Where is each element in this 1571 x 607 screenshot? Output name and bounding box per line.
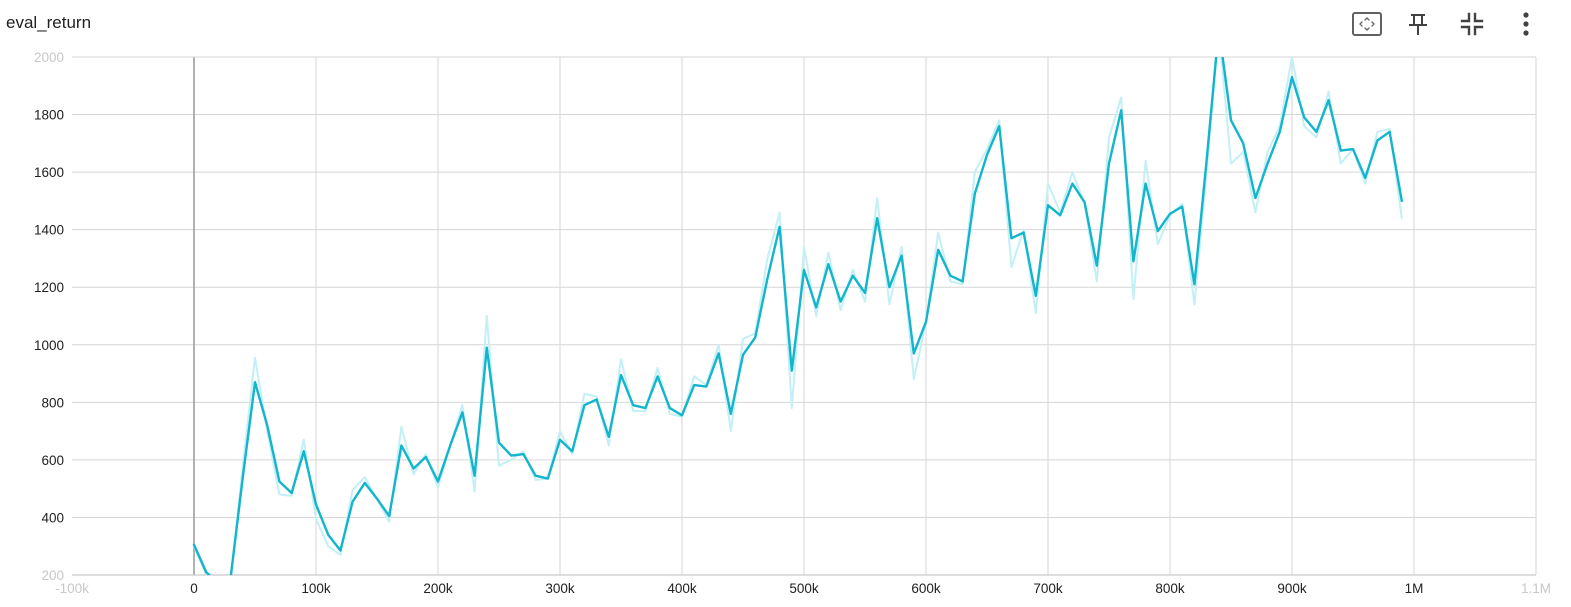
fit-domain-icon [1352,12,1382,36]
x-tick-label: 1M [1405,581,1424,596]
more-vert-icon [1523,12,1529,36]
x-tick-label: 0 [190,581,198,596]
x-tick-label: 400k [667,581,697,596]
raw-series-line [193,57,1403,575]
x-tick-label: 500k [789,581,819,596]
pin-button[interactable] [1402,8,1434,40]
more-options-button[interactable] [1510,8,1542,40]
x-tick-label: -100k [55,581,89,596]
y-tick-label: 1400 [34,223,64,238]
collapse-button[interactable] [1456,8,1488,40]
x-tick-label: 100k [301,581,331,596]
y-tick-label: 800 [41,395,64,410]
x-tick-label: 200k [423,581,453,596]
tick-labels: 200 400 600 800 1000 1200 1400 1600 1800 2000 -100… [34,50,1551,596]
series-area [192,57,1404,575]
y-tick-label: 1600 [34,165,64,180]
x-tick-label: 700k [1033,581,1063,596]
y-tick-label: 600 [41,453,64,468]
x-tick-label: 300k [545,581,575,596]
pin-icon [1409,14,1427,35]
smoothed-series-line [192,57,1404,575]
y-tick-label: 1800 [34,108,64,123]
chart-title: eval_return [6,13,92,32]
fit-domain-button[interactable] [1351,8,1383,40]
y-tick-label: 1200 [34,280,64,295]
y-tick-label: 400 [41,510,64,525]
y-tick-label: 200 [41,568,64,583]
y-tick-label: 2000 [34,50,64,65]
x-tick-label: 1.1M [1521,581,1551,596]
x-tick-label: 800k [1155,581,1185,596]
x-tick-label: 900k [1277,581,1307,596]
collapse-icon [1460,12,1484,36]
y-tick-label: 1000 [34,338,64,353]
x-tick-label: 600k [911,581,941,596]
